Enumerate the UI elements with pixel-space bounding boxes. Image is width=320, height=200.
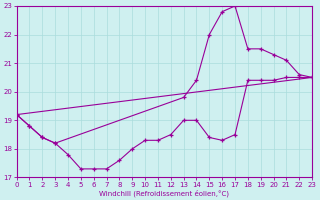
X-axis label: Windchill (Refroidissement éolien,°C): Windchill (Refroidissement éolien,°C) <box>100 189 229 197</box>
